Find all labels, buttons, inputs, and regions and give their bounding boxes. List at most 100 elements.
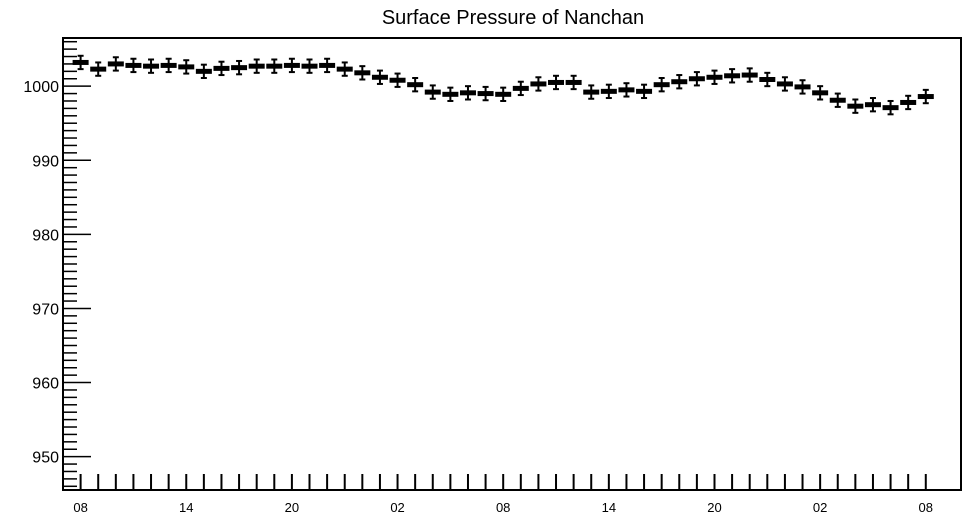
data-marker [143, 63, 160, 69]
data-point [671, 74, 688, 90]
data-point [72, 54, 89, 71]
data-marker [266, 63, 283, 69]
data-marker [706, 74, 723, 80]
data-marker [653, 82, 670, 88]
data-marker [741, 72, 758, 78]
data-point [213, 60, 230, 77]
data-marker [213, 65, 230, 71]
data-marker [759, 76, 776, 82]
data-point [882, 99, 899, 116]
data-point [90, 61, 107, 77]
y-tick-label: 980 [32, 227, 59, 244]
data-marker [160, 62, 177, 68]
data-marker [565, 79, 582, 85]
y-axis: 950 960 970 980 990 1000 [23, 40, 91, 488]
y-tick-label: 960 [32, 376, 59, 393]
data-marker [495, 91, 512, 97]
data-marker [583, 89, 600, 95]
data-point [125, 57, 142, 74]
data-marker [477, 91, 494, 97]
data-marker [178, 64, 195, 70]
data-marker [319, 62, 336, 68]
data-marker [407, 82, 424, 88]
y-tick-label: 970 [32, 301, 59, 318]
data-point [319, 57, 336, 74]
data-point [512, 80, 529, 97]
data-point [248, 58, 265, 74]
data-point [829, 92, 846, 108]
data-marker [600, 88, 617, 94]
data-marker [636, 88, 653, 94]
data-point [283, 57, 300, 74]
data-point [900, 94, 917, 111]
data-point [794, 79, 811, 95]
data-point [583, 84, 600, 100]
data-marker [829, 97, 846, 103]
data-marker [548, 79, 565, 85]
y-tick-label: 990 [32, 153, 59, 170]
data-point [231, 59, 248, 76]
data-marker [107, 61, 124, 67]
data-marker [336, 66, 353, 72]
data-marker [917, 94, 934, 100]
data-point [354, 65, 371, 81]
data-point [653, 77, 670, 93]
x-tick-label: 20 [285, 500, 299, 515]
data-point [143, 58, 160, 74]
data-point [266, 58, 283, 74]
data-point [301, 58, 318, 74]
data-point [160, 57, 177, 74]
y-tick-label: 1000 [23, 79, 59, 96]
data-point [917, 88, 934, 105]
data-marker [371, 74, 388, 80]
data-marker [847, 103, 864, 109]
data-marker [354, 70, 371, 76]
data-point [195, 63, 212, 80]
x-tick-label: 02 [813, 500, 827, 515]
data-marker [442, 91, 459, 97]
data-marker [459, 90, 476, 96]
data-point [548, 74, 565, 91]
data-point [724, 68, 741, 84]
data-marker [671, 79, 688, 85]
data-point [442, 86, 459, 102]
data-point [776, 76, 793, 92]
data-marker [794, 84, 811, 90]
x-tick-label: 08 [496, 500, 510, 515]
x-tick-label: 08 [73, 500, 87, 515]
data-point [389, 72, 406, 88]
data-markers [72, 54, 934, 116]
x-tick-label: 20 [707, 500, 721, 515]
data-point [565, 74, 582, 91]
data-point [688, 71, 705, 87]
data-point [847, 98, 864, 114]
x-axis: 08 14 20 02 08 14 20 02 08 [73, 474, 933, 515]
data-point [706, 69, 723, 85]
data-marker [125, 62, 142, 68]
chart-title: Surface Pressure of Nanchan [382, 7, 644, 29]
x-tick-label: 14 [602, 500, 616, 515]
data-point [741, 67, 758, 83]
data-marker [512, 85, 529, 91]
data-point [459, 85, 476, 101]
data-point [336, 61, 353, 77]
x-tick-label: 08 [919, 500, 933, 515]
x-tick-label: 02 [390, 500, 404, 515]
data-point [864, 97, 881, 113]
data-point [371, 69, 388, 85]
data-marker [724, 73, 741, 79]
data-marker [530, 81, 547, 87]
data-point [759, 71, 776, 88]
data-marker [248, 63, 265, 69]
data-point [618, 82, 635, 98]
data-point [600, 83, 617, 100]
data-marker [882, 105, 899, 111]
data-point [812, 85, 829, 101]
data-point [477, 85, 494, 102]
plot-frame [62, 37, 962, 491]
data-marker [389, 77, 406, 83]
data-point [424, 84, 441, 100]
data-point [495, 86, 512, 102]
